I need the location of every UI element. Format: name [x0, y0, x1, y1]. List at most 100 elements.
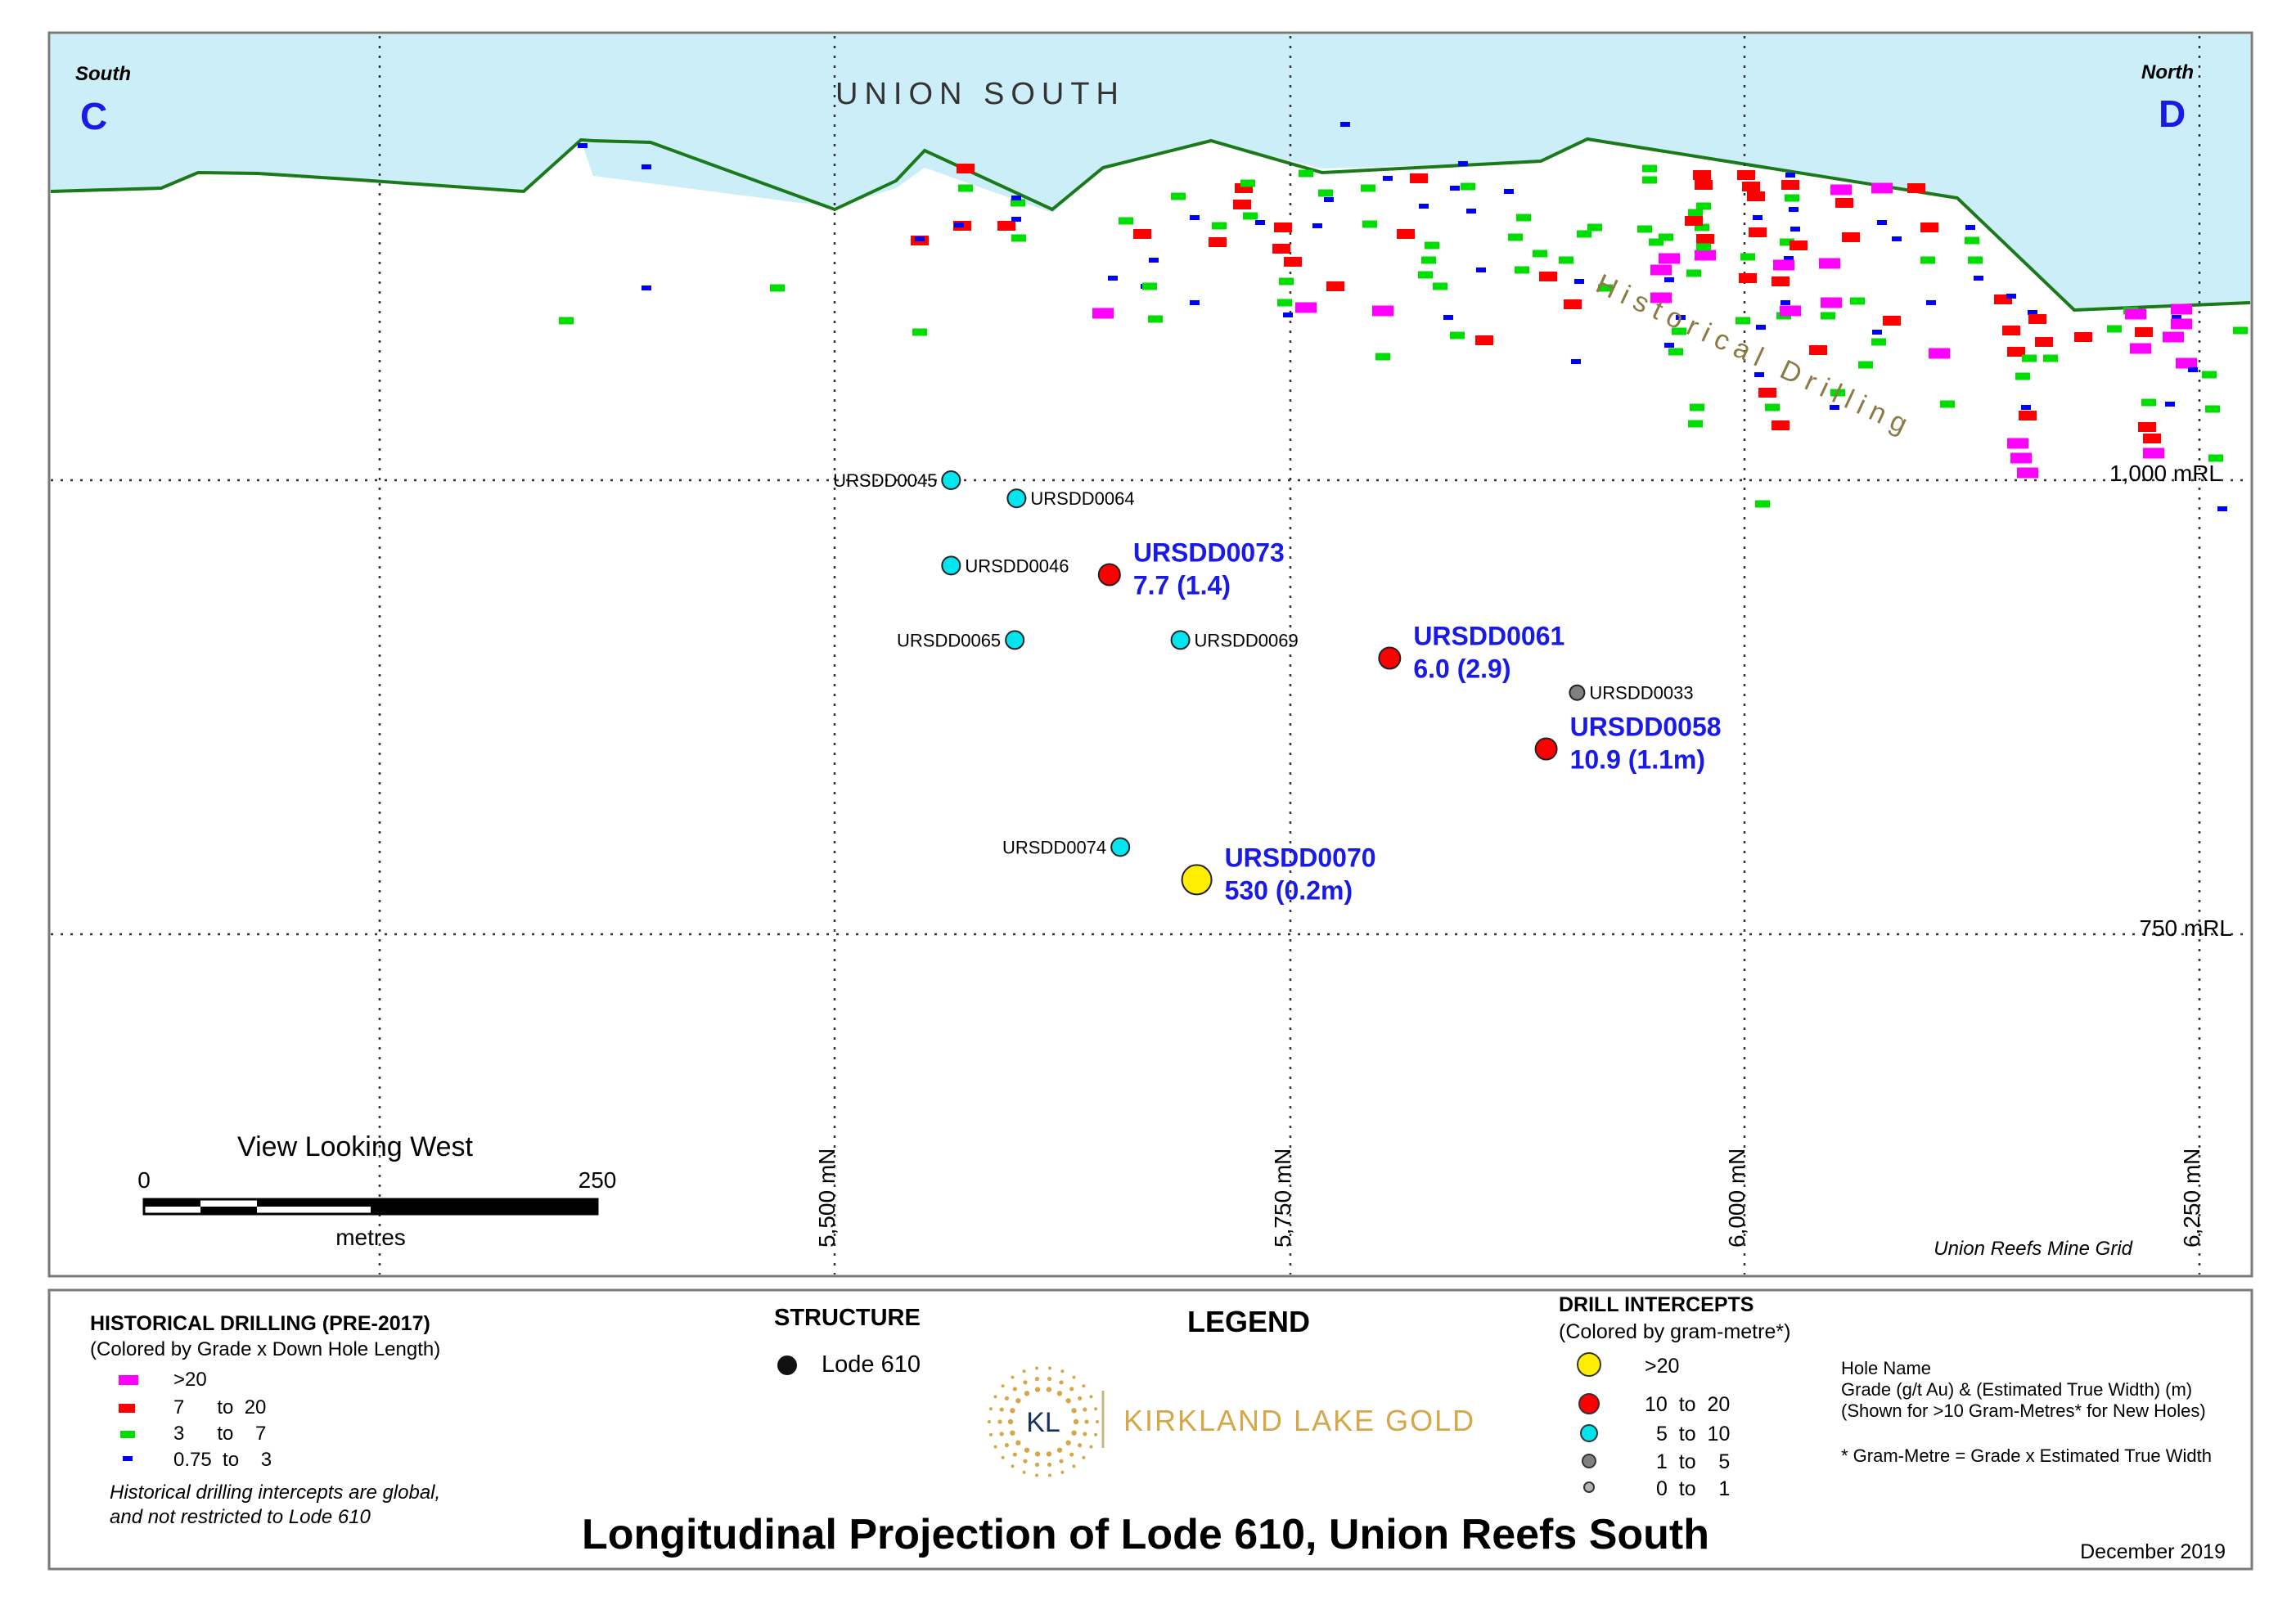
logo-dot — [1069, 1387, 1074, 1391]
historical-intercept — [1785, 173, 1795, 178]
historical-legend-item: 0.75 to 3 — [173, 1449, 272, 1471]
historical-intercept — [1871, 182, 1893, 194]
historical-intercept — [1688, 420, 1703, 428]
elevation-label: 1,000 mRL — [2109, 461, 2222, 486]
historical-intercept — [1686, 269, 1701, 277]
legend-note: Grade (g/t Au) & (Estimated True Width) … — [1841, 1379, 2192, 1400]
scale-bar-segment — [371, 1207, 597, 1214]
historical-intercept — [1664, 277, 1674, 282]
south-label: South — [75, 63, 131, 85]
historical-intercept — [1821, 312, 1835, 320]
historical-intercept — [1418, 271, 1433, 279]
scale-bar-segment — [200, 1207, 257, 1214]
logo-dot — [1056, 1391, 1063, 1396]
logo-dot — [1047, 1473, 1051, 1477]
historical-intercept — [1361, 184, 1375, 192]
logo-dot — [1084, 1419, 1089, 1424]
drill-hole-grade: 10.9 (1.1m) — [1570, 745, 1705, 775]
historical-intercept — [1190, 215, 1200, 220]
logo-dot — [1023, 1380, 1028, 1385]
historical-intercept — [1756, 325, 1766, 330]
historical-legend-item: >20 — [173, 1369, 207, 1391]
legend-title: LEGEND — [1187, 1305, 1310, 1338]
historical-intercept — [1142, 282, 1157, 290]
historical-intercept — [559, 317, 574, 325]
drill-hole-intercepts: URSDD0045 URSDD0064 URSDD0046 URSDD00737.7 … — [833, 470, 1722, 905]
historical-intercept — [2171, 318, 2192, 330]
historical-intercept — [1781, 300, 1790, 305]
historical-intercept — [1571, 359, 1581, 364]
historical-intercept — [1871, 338, 1886, 346]
historical-intercept — [1649, 238, 1663, 246]
historical-intercept — [1765, 403, 1780, 411]
historical-intercept — [1564, 299, 1582, 309]
historical-intercept — [1790, 227, 1800, 232]
historical-intercept — [1011, 234, 1026, 242]
intercept-swatch-yellow — [1577, 1352, 1601, 1377]
historical-intercept — [1539, 272, 1557, 281]
historical-intercept — [1243, 212, 1258, 220]
drill-hole-name: URSDD0046 — [965, 555, 1069, 576]
historical-intercept — [1475, 335, 1493, 345]
historical-intercept — [2208, 454, 2223, 462]
map-panel: South C North D UNION SOUTH Historical D… — [47, 31, 2253, 1278]
historical-intercept — [2035, 337, 2053, 347]
historical-intercept — [1965, 236, 1979, 245]
logo-dot — [1012, 1387, 1017, 1391]
historical-intercept — [1312, 223, 1322, 228]
historical-intercept — [1736, 317, 1750, 325]
historical-intercept — [1642, 164, 1657, 173]
drill-hole-marker — [1378, 646, 1402, 670]
scale-end-label: 250 — [579, 1167, 617, 1193]
historical-intercept — [2107, 325, 2122, 333]
historical-intercept — [1515, 266, 1529, 274]
historical-intercept — [1148, 315, 1163, 323]
intercept-swatch-cyan — [1580, 1424, 1598, 1442]
logo-dot — [1034, 1451, 1041, 1457]
historical-intercept — [1574, 279, 1584, 284]
historical-intercept — [2205, 405, 2220, 413]
historical-intercept — [1559, 256, 1573, 264]
drill-hole-marker — [1005, 630, 1025, 650]
northing-label: 6,250 mN — [2179, 1149, 2204, 1248]
historical-intercept — [2233, 326, 2248, 335]
logo-dot — [1071, 1408, 1077, 1414]
historical-intercept — [1466, 209, 1476, 214]
historical-intercept — [1830, 184, 1852, 196]
logo-dot — [1077, 1443, 1083, 1448]
logo-dot — [1007, 1418, 1014, 1425]
historical-intercept — [1821, 297, 1842, 308]
historical-intercept — [1283, 312, 1293, 317]
historical-intercept — [2007, 347, 2025, 357]
historical-intercept — [1747, 191, 1765, 201]
drill-hole-name: URSDD0070 — [1225, 843, 1376, 872]
historical-intercept — [1690, 403, 1704, 411]
logo-dot — [1034, 1387, 1041, 1392]
historical-intercept — [1688, 209, 1703, 217]
drill-hole-name: URSDD0069 — [1195, 630, 1299, 650]
north-label: North — [2141, 61, 2194, 83]
logo-dot — [1059, 1459, 1064, 1463]
drill-hole-name: URSDD0033 — [1589, 683, 1693, 704]
historical-note: and not restricted to Lode 610 — [110, 1506, 371, 1528]
logo-dot — [1010, 1430, 1015, 1436]
historical-intercept — [1835, 198, 1853, 208]
historical-legend-item: 7 to 20 — [173, 1396, 266, 1418]
historical-intercept — [1754, 372, 1764, 377]
historical-legend-subtitle: (Colored by Grade x Down Hole Length) — [90, 1338, 440, 1360]
logo-dot — [1077, 1396, 1083, 1400]
historical-intercept — [1664, 343, 1674, 348]
historical-intercept — [1753, 215, 1763, 220]
historical-intercept — [2130, 343, 2151, 354]
drill-hole-grade: 7.7 (1.4) — [1133, 570, 1231, 600]
map-date: December 2019 — [2080, 1540, 2226, 1563]
historical-intercept — [2006, 294, 2016, 299]
historical-legend-item: 3 to 7 — [173, 1423, 266, 1445]
historical-intercept — [1443, 315, 1453, 320]
historical-intercept — [2028, 314, 2046, 324]
historical-intercept — [1383, 176, 1393, 181]
logo-dot — [1094, 1432, 1098, 1436]
historical-intercept — [2028, 310, 2037, 315]
historical-drilling-intercepts — [559, 122, 2248, 511]
historical-intercept — [2019, 411, 2037, 420]
